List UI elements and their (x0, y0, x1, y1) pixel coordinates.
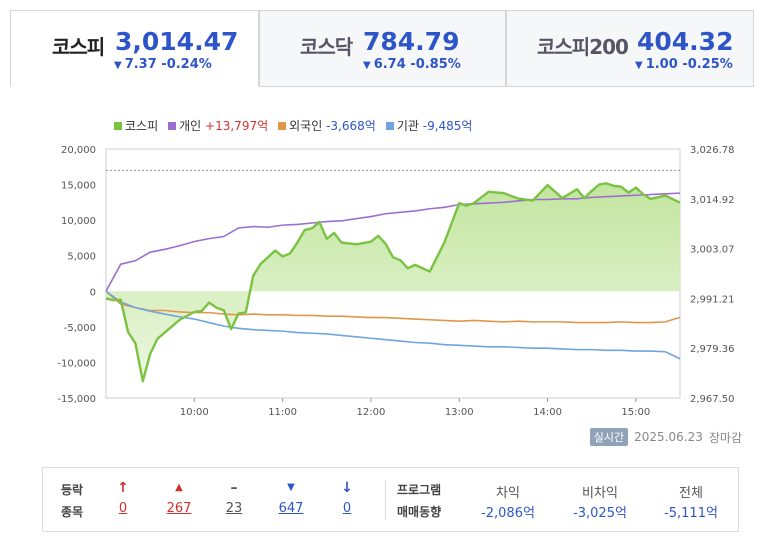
tab-value: 404.32 (637, 27, 734, 56)
realtime-badge: 실시간 (589, 428, 629, 446)
chart-legend: 코스피 개인 +13,797억 외국인 -3,668억 기관 -9,485억 (114, 117, 472, 134)
intraday-chart: 20,000 15,000 10,000 5,000 0 -5,000 -10,000 -15… (57, 145, 735, 418)
tab-change: ▼ 7.37 -0.24% (114, 57, 212, 72)
tab-value: 3,014.47 (115, 27, 239, 56)
count-fall: ▼ 647 (271, 478, 311, 520)
legend-item-institution[interactable]: 기관 -9,485억 (385, 117, 472, 134)
count-link[interactable]: 647 (278, 501, 304, 516)
market-summary: 등락 종목 ↑ 0 ▲ 267 – 23 ▼ 647 ↓ 0 프로그램 매매동향… (42, 467, 739, 532)
y-left-tick-label: 20,000 (61, 145, 96, 156)
count-link[interactable]: 0 (118, 501, 128, 516)
dash-icon: – (230, 480, 238, 496)
tab-change: ▼ 6.74 -0.85% (363, 57, 461, 72)
down-triangle-icon: ▼ (114, 60, 122, 71)
count-link[interactable]: 267 (166, 501, 192, 516)
status-date: 2025.06.23 (634, 430, 703, 444)
summary-divider (385, 480, 386, 520)
y-left-tick-label: 10,000 (61, 216, 96, 227)
legend-swatch (278, 121, 287, 130)
legend-swatch (385, 121, 394, 130)
series-line-institution (105, 290, 681, 360)
y-left-tick-label: -10,000 (57, 358, 96, 369)
legend-item-foreign[interactable]: 외국인 -3,668억 (278, 117, 376, 134)
triangle-down-icon: ▼ (287, 482, 295, 493)
program-arbitrage: 차익 -2,086억 (481, 486, 535, 521)
arrow-down-icon: ↓ (341, 480, 353, 496)
tab-name: 코스피 (52, 35, 105, 59)
count-lower-limit: ↓ 0 (327, 478, 367, 520)
program-total: 전체 -5,111억 (664, 486, 718, 521)
count-link[interactable]: 0 (342, 501, 352, 516)
y-left-tick-label: 15,000 (61, 181, 96, 192)
tab-change: ▼ 1.00 -0.25% (635, 57, 733, 72)
tab-value: 784.79 (363, 27, 460, 56)
legend-swatch (114, 121, 122, 130)
triangle-up-icon: ▲ (175, 482, 183, 493)
y-left-tick-label: 0 (90, 287, 96, 298)
y-left-tick-label: -15,000 (57, 394, 96, 405)
program-non-arbitrage: 비차익 -3,025억 (573, 486, 627, 521)
x-tick-label: 10:00 (180, 407, 209, 418)
count-link[interactable]: 23 (225, 501, 243, 516)
series-line-kospi (105, 182, 681, 383)
y-right-tick-label: 2,967.50 (690, 394, 735, 405)
x-tick-label: 15:00 (621, 407, 650, 418)
count-upper-limit: ↑ 0 (103, 478, 143, 520)
y-right-tick-label: 3,003.07 (690, 245, 735, 256)
y-left-tick-label: -5,000 (64, 323, 96, 334)
y-right-tick-label: 2,979.36 (690, 344, 735, 355)
y-right-tick-label: 2,991.21 (690, 294, 735, 305)
tab-name: 코스닥 (300, 35, 353, 59)
tab-kospi200[interactable]: 코스피200 404.32 ▼ 1.00 -0.25% (506, 10, 754, 87)
x-tick-label: 12:00 (357, 407, 386, 418)
x-tick-label: 13:00 (445, 407, 474, 418)
tab-name: 코스피200 (537, 35, 629, 59)
status-state: 장마감 (708, 430, 742, 445)
y-left-tick-label: 5,000 (67, 252, 96, 263)
program-label-bottom: 매매동향 (397, 505, 442, 519)
program-label-top: 프로그램 (397, 483, 442, 497)
count-rise: ▲ 267 (159, 478, 199, 520)
legend-swatch (168, 121, 177, 130)
tab-kosdaq[interactable]: 코스닥 784.79 ▼ 6.74 -0.85% (259, 10, 506, 87)
y-right-tick-label: 3,026.78 (690, 145, 735, 156)
x-tick-label: 11:00 (268, 407, 297, 418)
x-tick-label: 14:00 (533, 407, 562, 418)
summary-label-bottom: 종목 (61, 505, 84, 519)
index-tabs: 코스피 3,014.47 ▼ 7.37 -0.24% 코스닥 784.79 ▼ 6.… (10, 10, 754, 87)
down-triangle-icon: ▼ (635, 60, 643, 71)
series-line-foreign (105, 290, 681, 324)
tab-kospi[interactable]: 코스피 3,014.47 ▼ 7.37 -0.24% (10, 10, 259, 87)
kospi-area (106, 183, 680, 382)
down-triangle-icon: ▼ (363, 60, 371, 71)
count-flat: – 23 (214, 478, 254, 520)
y-right-tick-label: 3,014.92 (690, 195, 735, 206)
legend-item-individual[interactable]: 개인 +13,797억 (168, 117, 268, 134)
summary-label-top: 등락 (61, 483, 84, 497)
arrow-up-icon: ↑ (117, 480, 129, 496)
status-stamp: 실시간 2025.06.23 장마감 (589, 428, 742, 446)
legend-item-kospi[interactable]: 코스피 (114, 117, 158, 134)
